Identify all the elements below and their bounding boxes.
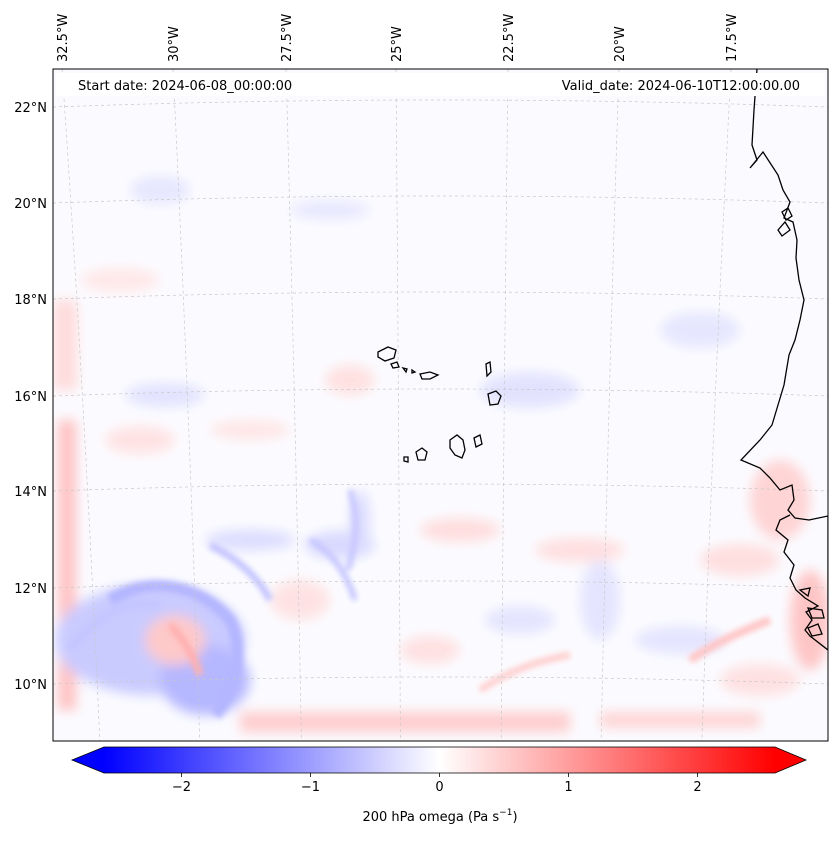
latitude-labels: 22°N 20°N 18°N 16°N 14°N 12°N 10°N	[14, 101, 47, 693]
parallel-gridline	[53, 195, 828, 204]
latitude-label: 20°N	[14, 197, 47, 212]
map-frame	[52, 68, 829, 742]
valid-date-label: Valid_date: 2024-06-10T12:00:00.00	[562, 79, 800, 94]
parallel-gridline	[53, 483, 828, 492]
colorbar-tick-label: 0	[435, 780, 443, 795]
meridian-gridline	[500, 69, 509, 741]
longitude-label: 17.5°W	[725, 14, 740, 62]
longitude-label: 27.5°W	[280, 14, 295, 62]
parallel-gridline	[53, 99, 828, 108]
longitude-label: 32.5°W	[56, 14, 71, 62]
meridian-gridline	[395, 69, 401, 741]
meridian-gridline	[701, 69, 732, 741]
colorbar-outline	[70, 746, 808, 774]
colorbar-tick-label: −1	[301, 780, 320, 795]
colorbar-gradient	[104, 747, 775, 773]
longitude-labels: 32.5°W 30°W 27.5°W 25°W 22.5°W 20°W 17.5°W	[56, 14, 740, 62]
colorbar-label: 200 hPa omega (Pa s−1)	[362, 808, 517, 825]
cape-verde-islands	[377, 346, 397, 362]
longitude-label: 30°W	[167, 26, 182, 62]
meridian-gridline	[61, 69, 101, 741]
colorbar-tick-label: −2	[172, 780, 191, 795]
date-label-background	[56, 73, 825, 96]
meridian-gridline	[600, 69, 620, 741]
omega-field	[53, 176, 828, 732]
colorbar-tick-label: 1	[564, 780, 572, 795]
parallel-gridline	[53, 676, 828, 685]
longitude-label: 25°W	[390, 26, 405, 62]
meridian-gridline	[285, 69, 302, 741]
meridian-gridline	[172, 69, 201, 741]
africa-coastline	[739, 69, 828, 651]
start-date-label: Start date: 2024-06-08_00:00:00	[78, 79, 292, 94]
colorbar: −2 −1 0 1 2	[70, 746, 808, 795]
latitude-label: 10°N	[14, 678, 47, 693]
parallel-gridline	[53, 580, 828, 589]
colorbar-tick-label: 2	[693, 780, 701, 795]
latitude-label: 16°N	[14, 390, 47, 405]
coastline	[377, 69, 828, 651]
longitude-label: 20°W	[613, 26, 628, 62]
colorbar-min-extension	[72, 747, 104, 773]
colorbar-max-extension	[775, 747, 806, 773]
parallel-gridline	[53, 291, 828, 300]
latitude-label: 12°N	[14, 582, 47, 597]
parallel-gridline	[53, 388, 828, 397]
map-gridlines	[53, 69, 828, 741]
latitude-label: 22°N	[14, 101, 47, 116]
latitude-label: 18°N	[14, 293, 47, 308]
latitude-label: 14°N	[14, 485, 47, 500]
longitude-label: 22.5°W	[502, 14, 517, 62]
